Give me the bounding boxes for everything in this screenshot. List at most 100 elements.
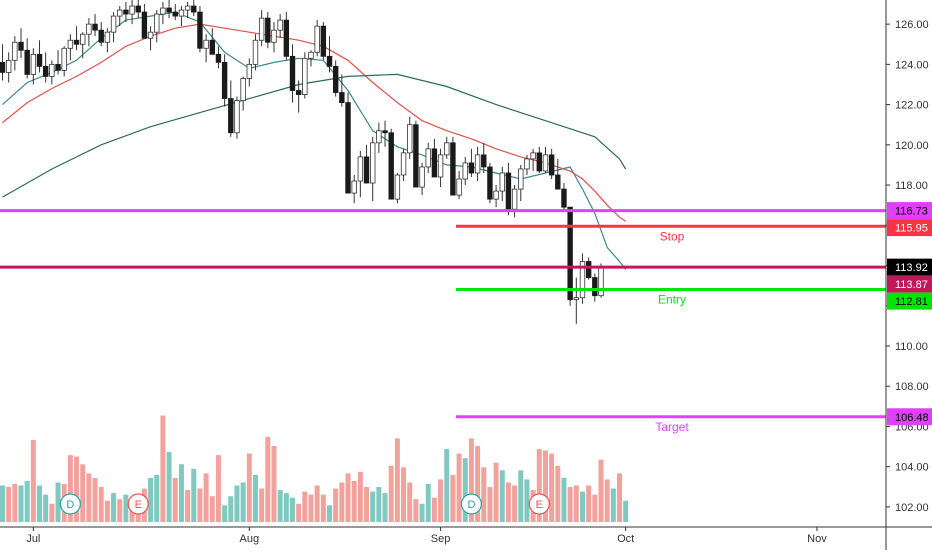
- y-tick-label: 126.00: [895, 19, 929, 31]
- candle-body: [166, 7, 172, 13]
- volume-bar: [191, 468, 197, 522]
- candle-body: [363, 156, 370, 184]
- volume-bar: [98, 487, 104, 522]
- volume-bar: [592, 494, 598, 522]
- candle-body: [536, 152, 542, 172]
- candle-body: [388, 132, 394, 200]
- volume-bar: [388, 465, 394, 522]
- candle-body: [413, 124, 419, 188]
- volume-bar: [166, 452, 172, 522]
- candle-body: [400, 152, 407, 176]
- volume-bar: [351, 480, 357, 522]
- price-labels: 116.73 115.95 113.92 113.87 112.81 106.48: [887, 202, 932, 426]
- volume-bar: [265, 436, 271, 522]
- moving-average-line: [2, 73, 627, 198]
- volume-bar: [357, 471, 363, 522]
- x-tick-label: Sep: [431, 533, 451, 545]
- volume-bar: [123, 494, 129, 522]
- volume-bar: [333, 488, 339, 522]
- candle-body: [573, 297, 580, 301]
- candle-body: [172, 11, 178, 17]
- volume-bar: [203, 473, 209, 522]
- volume-bar: [320, 494, 326, 522]
- volume-bar: [567, 487, 573, 522]
- volume-bar: [462, 458, 468, 522]
- candle-body: [86, 23, 92, 35]
- price-label-box: [887, 258, 932, 276]
- volume-bar: [604, 479, 610, 522]
- x-tick-label: Nov: [807, 533, 827, 545]
- candle-body: [295, 90, 302, 95]
- candle-body: [277, 19, 283, 31]
- moving-averages: [2, 11, 627, 270]
- candles: [0, 0, 604, 324]
- candle-body: [425, 148, 431, 168]
- line-label: Entry: [658, 292, 686, 306]
- candle-body: [209, 39, 215, 55]
- volume-bar: [6, 487, 12, 522]
- volume-bar: [407, 482, 413, 522]
- volume-bar: [283, 493, 289, 522]
- volume-bar: [49, 503, 55, 522]
- volume-bar: [536, 449, 542, 522]
- volume-bar: [30, 439, 36, 522]
- volume-bar: [12, 484, 18, 522]
- volume-bar: [314, 485, 320, 522]
- candle-body: [73, 39, 80, 45]
- volume-bar: [345, 473, 351, 522]
- y-tick-label: 110.00: [895, 341, 928, 353]
- y-tick-label: 122.00: [895, 100, 929, 112]
- candle-body: [598, 267, 604, 297]
- candle-body: [530, 152, 536, 160]
- volume-bar: [493, 462, 499, 522]
- volume-bar: [444, 449, 450, 522]
- candle-body: [499, 172, 505, 192]
- volume-bar: [43, 494, 49, 522]
- candle-body: [450, 142, 456, 196]
- volume-bar: [364, 487, 370, 522]
- price-label: 113.87: [895, 279, 928, 291]
- candle-body: [369, 142, 376, 184]
- volume-bar: [438, 479, 444, 522]
- y-tick-label: 120.00: [895, 140, 929, 152]
- candle-body: [579, 261, 586, 299]
- volume-bar: [74, 456, 80, 522]
- volume-bar: [586, 485, 592, 522]
- candle-body: [567, 206, 573, 301]
- candle-body: [228, 98, 234, 134]
- volume-bar: [252, 474, 258, 522]
- candle-body: [98, 29, 104, 43]
- candle-body: [481, 154, 487, 168]
- volume-bar: [617, 473, 622, 522]
- volume-bar: [185, 490, 191, 522]
- volume-bar: [431, 497, 437, 522]
- candle-body: [332, 65, 339, 93]
- volume-bar: [512, 485, 518, 522]
- volume-bar: [376, 487, 382, 522]
- event-marker: [59, 493, 81, 515]
- candle-body: [135, 5, 141, 13]
- candle-body: [252, 39, 259, 65]
- candle-body: [474, 154, 481, 174]
- y-tick-label: 108.00: [895, 381, 929, 393]
- volume-bar: [222, 505, 228, 522]
- price-label-box: [887, 219, 932, 237]
- candle-body: [265, 17, 271, 43]
- candle-body: [147, 31, 154, 39]
- candle-body: [129, 5, 135, 15]
- price-label-box: [887, 202, 932, 220]
- candle-body: [154, 13, 160, 33]
- volume-bar: [598, 459, 604, 522]
- price-label-box: [887, 275, 932, 293]
- candle-body: [203, 39, 209, 49]
- volume-bar: [499, 470, 505, 522]
- candle-body: [283, 19, 290, 57]
- candle-body: [271, 29, 277, 43]
- price-label-box: [887, 408, 932, 426]
- y-tick-label: 124.00: [895, 59, 929, 71]
- volume-bar: [86, 473, 92, 522]
